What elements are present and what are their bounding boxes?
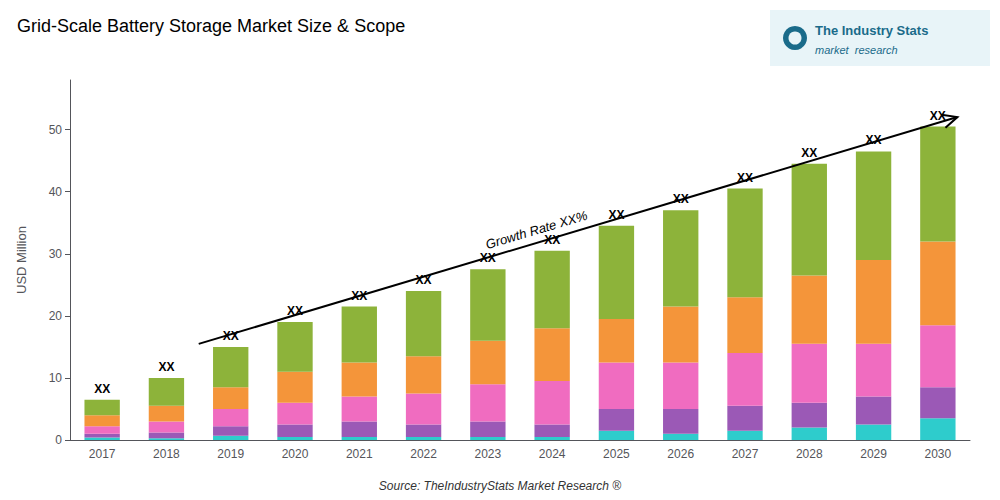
svg-text:20: 20 [49,309,63,323]
svg-text:XX: XX [672,192,689,207]
svg-text:XX: XX [608,207,625,222]
svg-text:2024: 2024 [539,447,566,461]
svg-text:2025: 2025 [603,447,630,461]
svg-text:10: 10 [49,371,63,385]
svg-text:XX: XX [94,382,110,396]
svg-text:2020: 2020 [282,447,309,461]
svg-text:50: 50 [49,123,63,137]
svg-text:XX: XX [222,328,239,343]
svg-text:2028: 2028 [796,447,823,461]
svg-text:2027: 2027 [732,447,759,461]
svg-text:XX: XX [287,304,303,319]
svg-text:2021: 2021 [346,447,373,461]
svg-text:2030: 2030 [925,447,952,461]
svg-text:Grid-Scale Battery Storage Mar: Grid-Scale Battery Storage Market Size &… [17,16,405,36]
svg-text:40: 40 [49,185,63,199]
svg-text:2022: 2022 [410,447,437,461]
svg-text:The Industry Stats: The Industry Stats [815,23,928,38]
svg-text:XX: XX [351,288,368,303]
svg-text:USD Million: USD Million [14,226,29,294]
svg-text:2019: 2019 [217,447,244,461]
svg-text:2017: 2017 [89,447,116,461]
svg-text:2029: 2029 [860,447,887,461]
svg-text:2026: 2026 [667,447,694,461]
svg-text:XX: XX [801,146,817,160]
svg-text:XX: XX [929,108,946,123]
svg-text:XX: XX [865,133,882,148]
svg-text:XX: XX [158,360,174,374]
svg-text:XX: XX [737,170,753,185]
svg-text:XX: XX [415,273,432,287]
svg-text:market research: market research [815,44,898,56]
svg-text:Source: TheIndustryStats Marke: Source: TheIndustryStats Market Research… [379,479,621,493]
svg-text:2018: 2018 [153,447,180,461]
svg-text:XX: XX [479,251,496,266]
svg-text:2023: 2023 [475,447,502,461]
svg-text:30: 30 [49,247,63,261]
svg-text:Growth Rate XX%: Growth Rate XX% [484,208,589,253]
svg-text:0: 0 [55,433,62,447]
